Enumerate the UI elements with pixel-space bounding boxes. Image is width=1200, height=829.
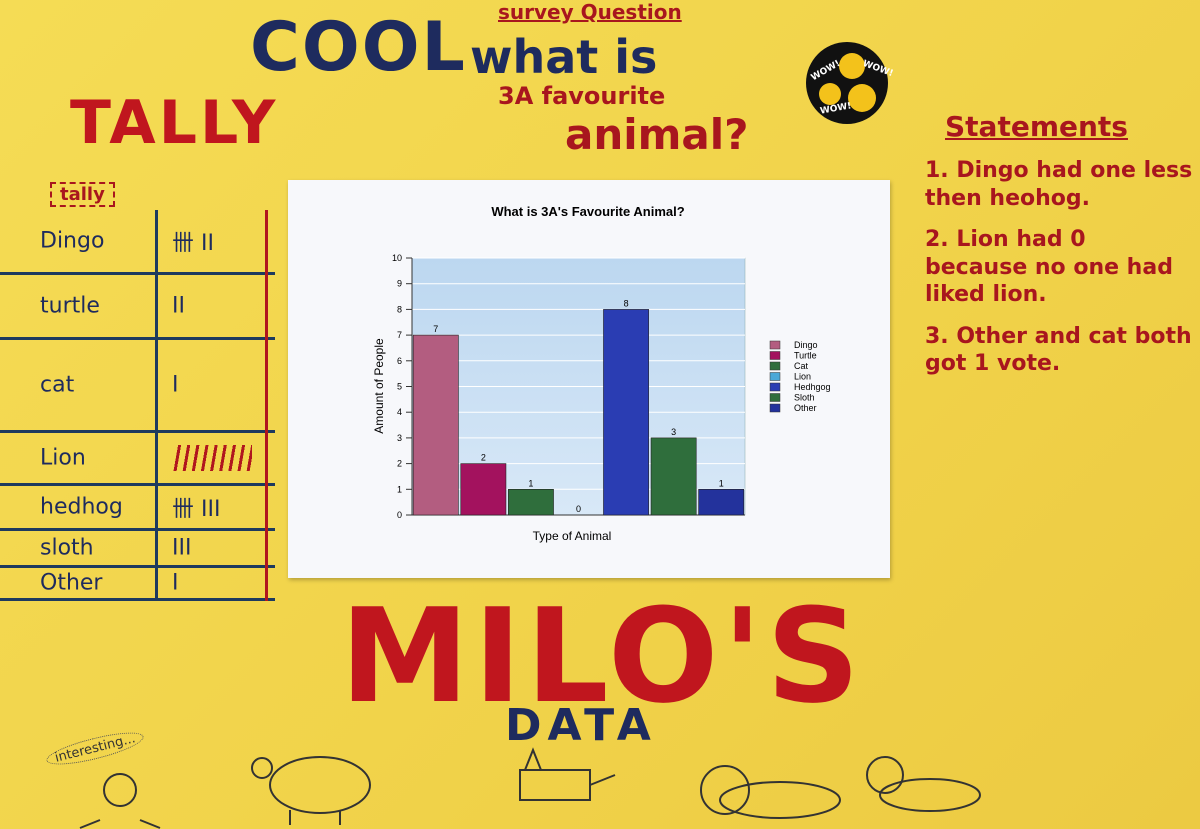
poster-subtitle: DATA (505, 700, 657, 751)
statement: 2. Lion had 0 because no one had liked l… (925, 227, 1173, 307)
legend-swatch (769, 340, 781, 350)
question-line: animal? (565, 110, 749, 159)
legend-label: Turtle (794, 351, 817, 361)
tally-row: hedhog 卌 III (0, 486, 275, 531)
y-tick-label: 3 (397, 433, 402, 443)
legend-swatch (769, 382, 781, 392)
chart-title: What is 3A's Favourite Animal? (491, 204, 684, 219)
y-tick-label: 8 (397, 304, 402, 314)
bar (508, 488, 554, 516)
legend-swatch (769, 403, 781, 413)
legend-label: Other (794, 403, 817, 413)
bar-value-label: 3 (671, 427, 676, 437)
question-line: 3A favourite (498, 82, 666, 110)
survey-label: survey Question (498, 0, 682, 24)
tally-animal: Other (40, 570, 103, 596)
tally-animal: turtle (40, 293, 100, 319)
bar-value-label: 0 (576, 504, 581, 514)
question-line: what is (470, 30, 658, 84)
y-tick-label: 7 (397, 330, 402, 340)
tally-animal: Dingo (40, 228, 105, 254)
legend-label: Hedhgog (794, 382, 831, 392)
statements: Statements 1. Dingo had one less then he… (925, 110, 1195, 378)
tally-animal: Lion (40, 445, 86, 471)
bar (603, 309, 649, 516)
bar (698, 488, 745, 516)
legend-swatch (769, 393, 781, 402)
poster-title-text: MILO'S (340, 580, 864, 732)
tally-marks: I (172, 372, 179, 398)
tally-animal: sloth (40, 535, 94, 561)
legend-label: Dingo (794, 340, 818, 350)
statements-title: Statements (945, 110, 1128, 143)
tally-row: cat I (0, 340, 275, 433)
chart-card: What is 3A's Favourite Animal? Amount of… (288, 180, 890, 578)
y-tick-label: 2 (397, 459, 402, 469)
tally-row: turtle II (0, 275, 275, 340)
bar-value-label: 1 (719, 478, 724, 488)
tally-marks: III (172, 535, 192, 561)
wow-sticker: WOW! WOW! WOW! (806, 42, 894, 124)
tally-marks: I (172, 570, 179, 596)
bar (460, 463, 507, 516)
bar-value-label: 7 (433, 324, 438, 334)
tally-marks: 卌 II (172, 231, 214, 256)
statement: 1. Dingo had one less then heohog. (925, 158, 1193, 211)
tally-row: Dingo 卌 II (0, 210, 275, 275)
y-tick-label: 1 (397, 484, 402, 494)
x-axis-label: Type of Animal (533, 529, 612, 543)
tally-row: Other I (0, 568, 275, 601)
sticker-faces (819, 53, 876, 112)
legend-label: Sloth (794, 393, 815, 403)
legend-swatch (769, 361, 781, 371)
tally-marks: II (172, 293, 185, 319)
tally-scribble (172, 445, 252, 471)
legend-label: Cat (794, 361, 809, 371)
tally-row: Lion (0, 433, 275, 486)
tally-label: tally (50, 182, 115, 207)
bar-value-label: 1 (528, 478, 533, 488)
tally-animal: hedhog (40, 494, 123, 520)
y-axis-label: Amount of People (372, 338, 386, 434)
tally-marks: 卌 III (172, 497, 221, 522)
y-tick-label: 5 (397, 382, 402, 392)
statement: 3. Other and cat both got 1 vote. (925, 323, 1192, 377)
cool-heading: COOL (250, 8, 467, 87)
legend-swatch (769, 372, 781, 381)
bar (412, 334, 459, 516)
bar-value-label: 2 (481, 453, 486, 463)
legend-label: Lion (794, 372, 811, 382)
poster-title: MILO'S (340, 580, 864, 732)
y-tick-label: 0 (397, 510, 402, 520)
y-tick-label: 9 (397, 279, 402, 289)
tally-title: TALLY (70, 88, 279, 158)
y-tick-label: 6 (397, 356, 402, 366)
y-tick-label: 4 (397, 407, 402, 417)
bar-value-label: 8 (624, 298, 629, 308)
tally-row: sloth III (0, 531, 275, 568)
bar (650, 437, 697, 516)
chart: What is 3A's Favourite Animal? Amount of… (372, 204, 831, 543)
tally-table: Dingo 卌 II turtle II cat I Lion hedhog 卌 III slot… (0, 210, 275, 601)
legend-swatch (769, 351, 781, 360)
animal-doodles (79, 747, 981, 829)
y-tick-label: 10 (392, 253, 402, 263)
tally-animal: cat (40, 372, 75, 398)
